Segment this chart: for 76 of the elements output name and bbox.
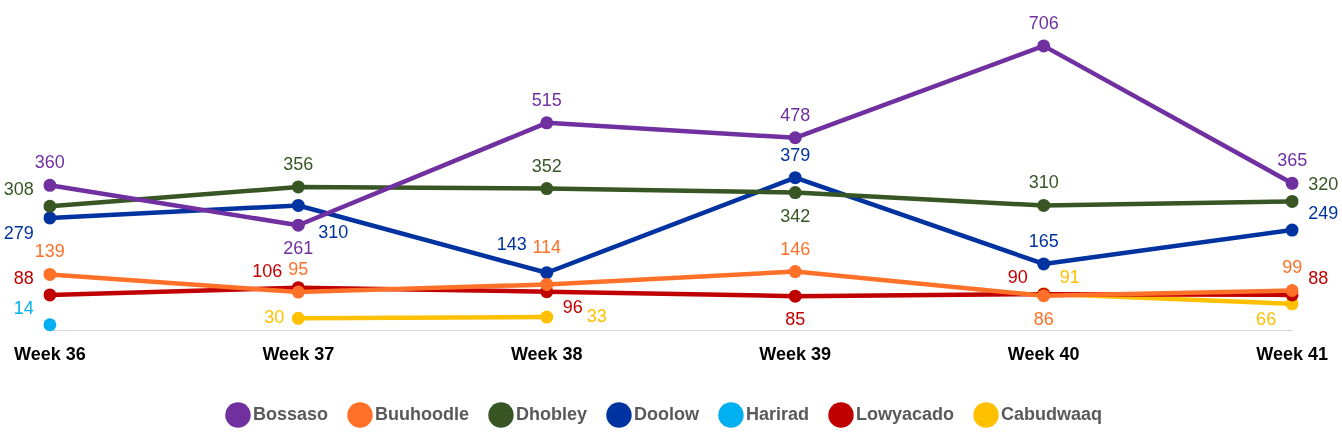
point [1285,284,1299,297]
legend-label: Dhobley [515,403,587,424]
point [540,116,554,130]
point [291,180,305,194]
point [43,199,57,213]
x-tick-label: Week 36 [14,344,86,365]
data-label: 308 [3,179,34,200]
point [540,182,554,196]
point [1285,176,1299,190]
point [291,285,305,299]
data-label: 90 [1007,267,1028,288]
data-label: 85 [785,309,806,330]
data-label: 88 [13,267,34,288]
x-tick-label: Week 41 [1256,344,1328,365]
point [1285,223,1299,237]
data-label: 365 [1277,150,1308,171]
point [291,311,305,325]
legend-label: Buuhoodle [375,403,469,424]
data-label: 320 [1308,174,1339,195]
point [788,131,802,145]
data-label: 114 [532,237,562,258]
data-label: 360 [34,152,65,173]
data-label: 146 [780,238,811,259]
point [1037,39,1051,53]
data-label: 356 [283,153,314,174]
point [43,318,57,332]
data-label: 91 [1059,266,1080,287]
data-label: 139 [34,241,65,262]
legend-label: Harirad [745,403,809,424]
point [788,171,802,185]
point [1285,194,1299,208]
data-label: 106 [252,260,283,281]
data-label: 706 [1028,12,1059,33]
data-label: 249 [1308,203,1339,224]
point [788,289,802,303]
data-label: 352 [531,155,562,176]
legend-label: Doolow [633,403,700,424]
data-label: 66 [1256,308,1277,329]
x-tick-label: Week 40 [1007,344,1080,365]
point [291,218,305,232]
legend-label: Lowyacado [856,403,955,424]
point [43,267,57,281]
data-label: 261 [283,238,314,259]
data-label: 342 [780,205,811,226]
point [291,198,305,212]
x-tick-label: Week 39 [759,344,832,365]
data-label: 143 [496,233,527,254]
point [788,265,802,279]
data-label: 86 [1033,308,1054,329]
point [788,186,802,200]
data-label: 515 [531,89,562,110]
data-label: 96 [562,296,583,317]
point [540,266,554,280]
data-label: 478 [780,104,811,125]
data-label: 310 [1028,172,1059,193]
data-label: 165 [1028,230,1059,251]
point [1037,198,1051,212]
data-label: 95 [288,259,309,280]
point [43,178,57,192]
data-label: 310 [318,222,349,243]
data-label: 99 [1282,257,1303,278]
data-label: 14 [13,297,34,318]
data-label: 379 [780,144,811,165]
legend-label: Bossaso [252,403,329,424]
point [1037,257,1051,271]
data-label: 279 [3,222,34,243]
point [43,211,57,225]
data-label: 88 [1308,267,1329,288]
data-label: 30 [264,307,285,328]
x-tick-label: Week 38 [510,344,583,365]
legend-label: Cabudwaaq [1001,403,1103,424]
data-label: 33 [586,306,607,327]
x-tick-label: Week 37 [262,344,335,365]
point [540,310,554,324]
point [540,277,554,291]
point [43,288,57,302]
